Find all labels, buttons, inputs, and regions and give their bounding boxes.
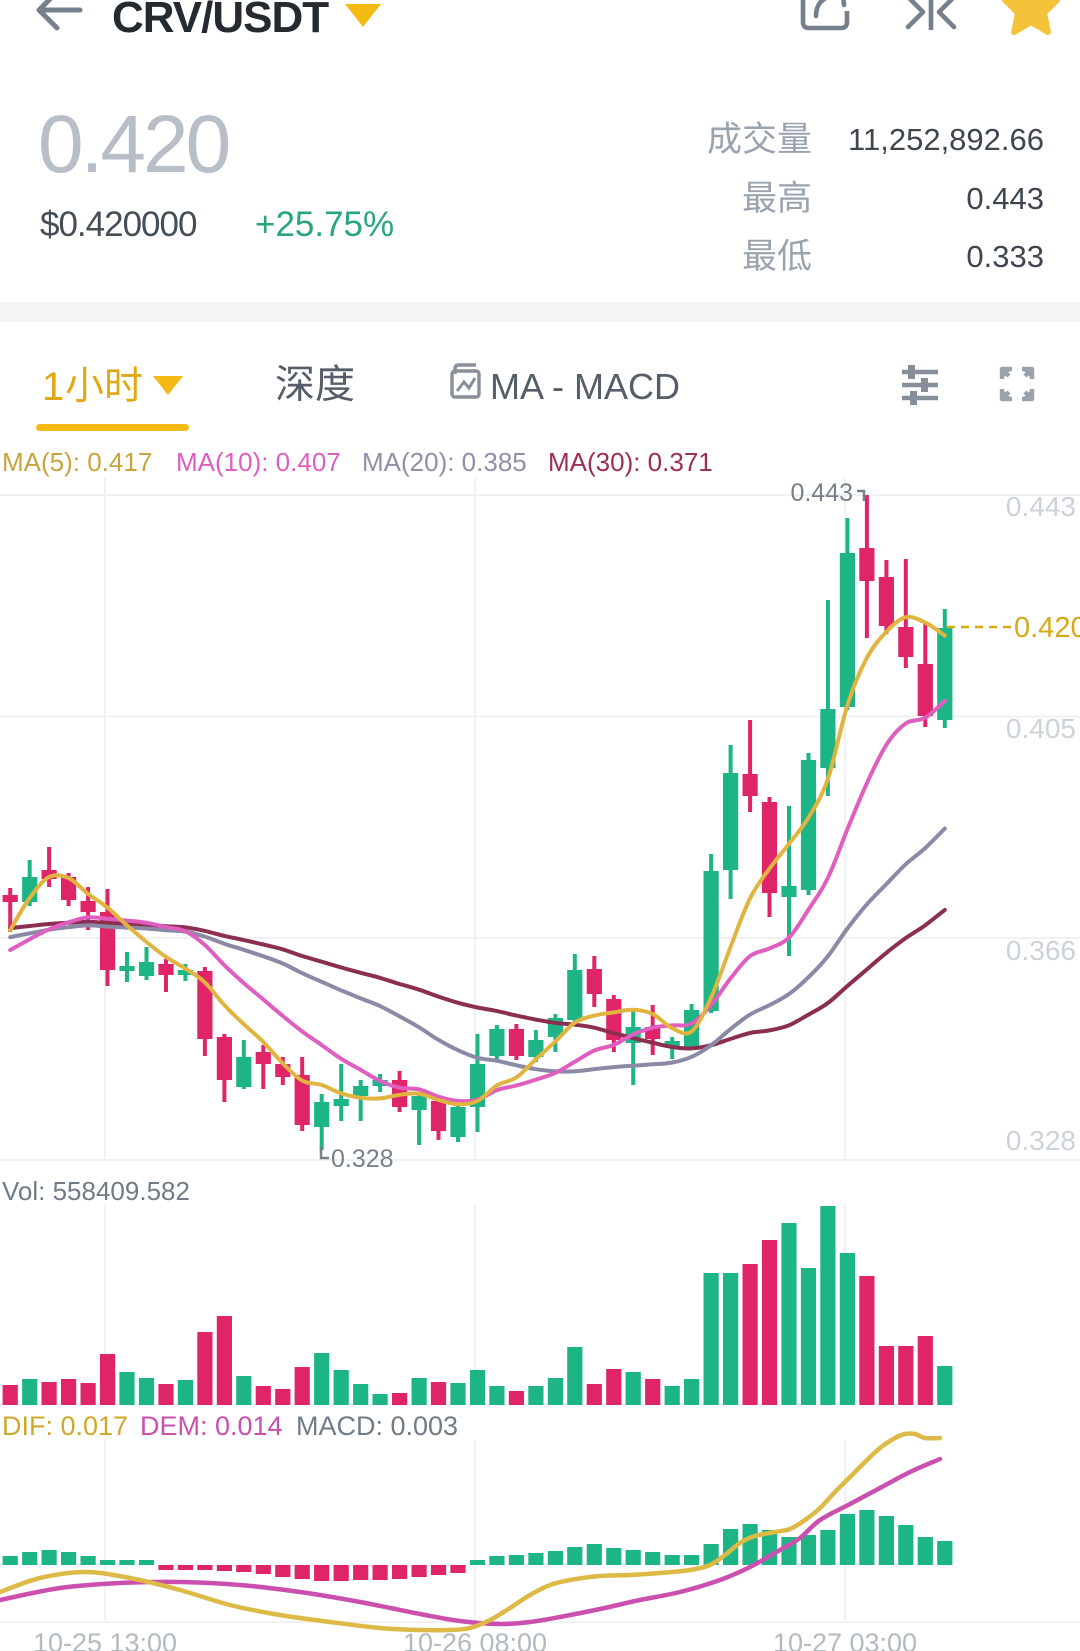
svg-text:10-26 08:00: 10-26 08:00 xyxy=(403,1628,547,1651)
svg-text:0.328: 0.328 xyxy=(331,1145,394,1173)
svg-text:MA(5): 0.417: MA(5): 0.417 xyxy=(2,447,152,477)
svg-text:DEM: 0.014: DEM: 0.014 xyxy=(140,1411,283,1441)
svg-text:MACD: 0.003: MACD: 0.003 xyxy=(296,1411,458,1441)
svg-text:DIF: 0.017: DIF: 0.017 xyxy=(2,1411,128,1441)
svg-text:0.328: 0.328 xyxy=(1006,1125,1076,1156)
svg-text:0.443: 0.443 xyxy=(1006,491,1076,522)
svg-text:$0.420000: $0.420000 xyxy=(40,205,197,244)
svg-text:CRV/USDT: CRV/USDT xyxy=(112,0,329,42)
svg-text:11,252,892.66: 11,252,892.66 xyxy=(848,122,1044,157)
svg-text:0.420: 0.420 xyxy=(1014,612,1080,644)
svg-text:10-27 03:00: 10-27 03:00 xyxy=(773,1628,917,1651)
svg-text:0.420: 0.420 xyxy=(38,99,229,190)
svg-text:MA - MACD: MA - MACD xyxy=(490,366,680,407)
svg-text:Vol: 558409.582: Vol: 558409.582 xyxy=(2,1176,190,1206)
svg-text:0.443: 0.443 xyxy=(966,181,1044,216)
svg-text:MA(10): 0.407: MA(10): 0.407 xyxy=(176,447,341,477)
svg-text:MA(30): 0.371: MA(30): 0.371 xyxy=(548,447,713,477)
svg-text:1: 1 xyxy=(42,365,64,409)
svg-text:0.333: 0.333 xyxy=(966,239,1044,274)
svg-text:10-25 13:00: 10-25 13:00 xyxy=(33,1628,177,1651)
svg-text:0.443: 0.443 xyxy=(790,479,853,507)
svg-text:0.405: 0.405 xyxy=(1006,713,1076,744)
svg-text:+25.75%: +25.75% xyxy=(255,205,394,244)
svg-text:0.366: 0.366 xyxy=(1006,935,1076,966)
svg-text:MA(20): 0.385: MA(20): 0.385 xyxy=(362,447,527,477)
